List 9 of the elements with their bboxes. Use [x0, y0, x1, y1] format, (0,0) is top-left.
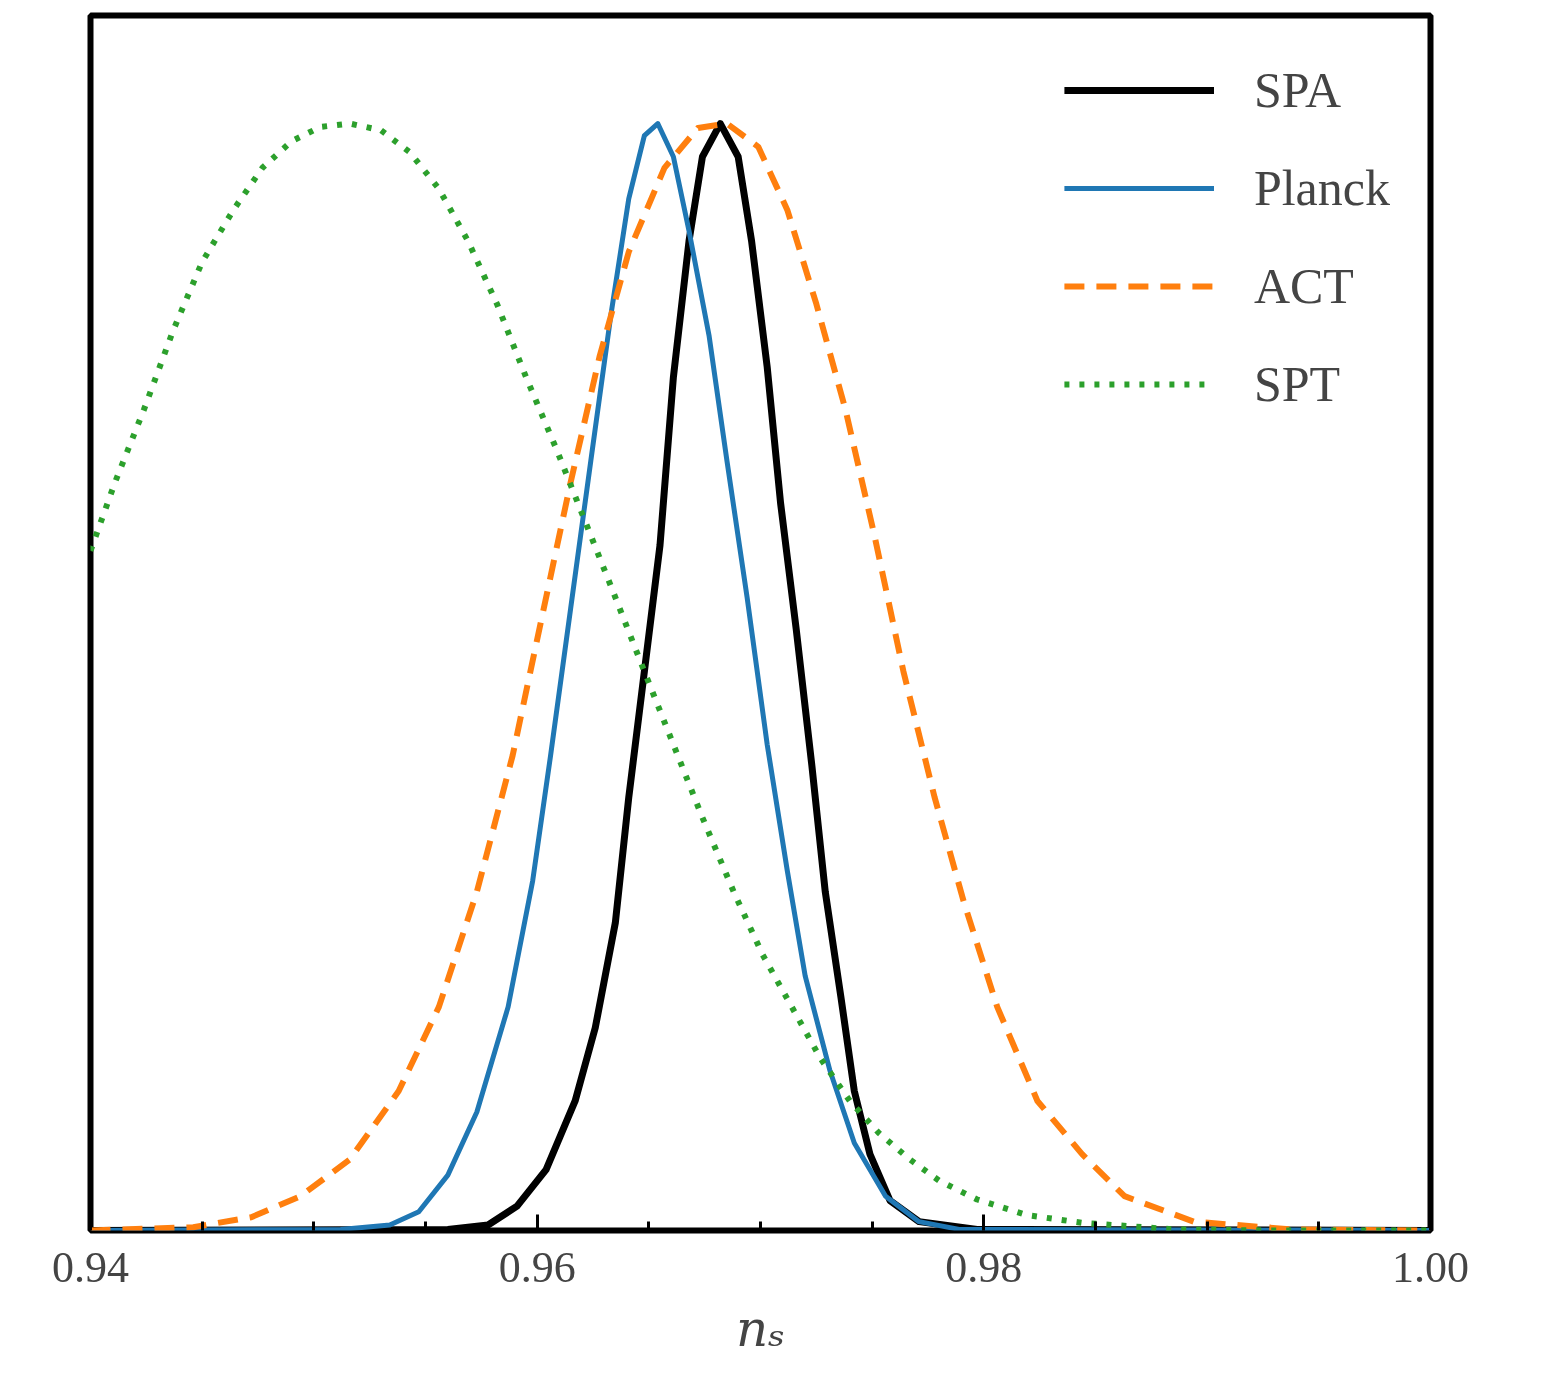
x-tick-label: 0.98	[945, 1242, 1023, 1292]
x-axis-title: nₛ	[735, 1299, 786, 1358]
legend-label: SPA	[1253, 61, 1342, 119]
x-tick-label: 1.00	[1392, 1242, 1469, 1292]
x-tick-label: 0.96	[498, 1242, 576, 1292]
legend-label: Planck	[1253, 159, 1390, 217]
legend-label: SPT	[1253, 355, 1341, 413]
legend-label: ACT	[1253, 257, 1354, 315]
x-tick-label: 0.94	[52, 1242, 129, 1292]
